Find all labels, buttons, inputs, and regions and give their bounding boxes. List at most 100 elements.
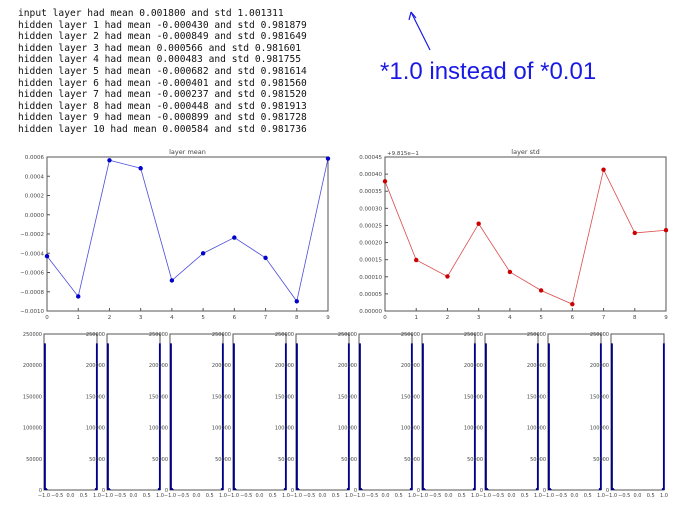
x-tick-label: 0.5 (332, 493, 340, 499)
hist-bar (221, 343, 224, 490)
hist-frame (610, 333, 665, 491)
hist-bar (409, 488, 412, 490)
y-tick-label: 0.0000 (25, 213, 45, 219)
data-point (76, 294, 81, 299)
y-tick-label: 100000 (464, 426, 483, 432)
hist-bar (550, 489, 552, 490)
y-tick-label: 0.00010 (359, 275, 382, 281)
hist-bar (549, 488, 551, 490)
x-tick-label: 4 (170, 315, 174, 321)
histogram-subplot (295, 333, 350, 491)
log-line: hidden layer 6 had mean -0.000401 and st… (18, 77, 307, 89)
histogram-subplot (484, 333, 539, 491)
log-line: hidden layer 3 had mean 0.000566 and std… (18, 42, 302, 54)
histogram-subplot (43, 333, 98, 491)
data-point (325, 156, 331, 161)
x-tick-label: 0.0 (193, 493, 201, 499)
y-tick-label: 50000 (215, 457, 231, 463)
x-tick-label: −1.0 (353, 493, 365, 499)
x-tick-label: 9 (326, 315, 330, 321)
y-tick-label: 0 (354, 488, 357, 494)
x-tick-label: 6 (233, 315, 237, 321)
hist-bar (298, 489, 300, 490)
hist-bar (548, 343, 550, 490)
x-tick-label: 0.5 (584, 493, 592, 499)
x-tick-label: −0.5 (177, 493, 189, 499)
y-tick-label: 250000 (401, 332, 420, 338)
x-tick-label: 1.0 (660, 493, 668, 499)
x-tick-label: −0.5 (429, 493, 441, 499)
x-tick-label: −1.0 (227, 493, 239, 499)
x-tick-label: 1.0 (93, 493, 101, 499)
x-tick-label: 2 (108, 315, 112, 321)
y-tick-label: −0.0006 (20, 271, 44, 277)
hist-bar (95, 343, 98, 490)
data-point (414, 257, 419, 263)
x-tick-label: 1 (76, 315, 80, 321)
y-tick-label: 0.00045 (359, 155, 382, 161)
hist-bar (613, 489, 615, 490)
y-tick-label: 100000 (212, 426, 231, 432)
y-tick-label: 0.0002 (25, 194, 44, 200)
annotation-text: *1.0 instead of *0.01 (380, 58, 597, 85)
y-tick-label: −0.0010 (20, 309, 44, 315)
hist-bar (234, 488, 236, 490)
y-tick-label: 50000 (467, 457, 483, 463)
x-tick-label: 0.0 (130, 493, 138, 499)
y-tick-label: 0 (39, 488, 42, 494)
hist-bar (485, 343, 487, 490)
y-tick-label: 250000 (527, 332, 546, 338)
histogram-subplot (169, 333, 224, 491)
x-tick-label: 0.5 (269, 493, 277, 499)
log-line: hidden layer 2 had mean -0.000849 and st… (18, 31, 307, 43)
y-tick-label: 150000 (590, 394, 609, 400)
data-point (263, 255, 268, 261)
x-tick-label: 0.0 (445, 493, 453, 499)
data-point (632, 230, 637, 236)
y-tick-label: 0 (543, 488, 546, 494)
y-tick-label: 50000 (404, 457, 420, 463)
y-tick-label: 0.00030 (359, 206, 382, 212)
x-tick-label: −0.5 (492, 493, 504, 499)
x-tick-label: 0.5 (647, 493, 655, 499)
log-line: hidden layer 4 had mean 0.000483 and std… (18, 54, 302, 66)
x-tick-label: −1.0 (479, 493, 491, 499)
hist-bar (612, 488, 614, 490)
x-tick-label: −0.5 (240, 493, 252, 499)
x-tick-label: 5 (539, 315, 543, 321)
x-tick-label: 2 (446, 315, 450, 321)
hist-bar (109, 489, 111, 490)
x-tick-label: 1.0 (534, 493, 542, 499)
hist-bar (172, 489, 174, 490)
hist-bar (422, 343, 424, 490)
x-tick-label: 6 (571, 315, 575, 321)
hist-bar (220, 488, 223, 490)
y-tick-label: 100000 (590, 426, 609, 432)
x-tick-label: 0.0 (571, 493, 579, 499)
y-tick-label: 0.00040 (359, 172, 382, 178)
y-tick-label: 50000 (530, 457, 546, 463)
x-tick-label: 0.5 (80, 493, 88, 499)
x-tick-label: −0.5 (555, 493, 567, 499)
data-point (200, 251, 206, 256)
data-point (570, 301, 575, 307)
x-tick-label: 1 (414, 315, 418, 321)
y-tick-label: 0.0004 (25, 174, 45, 180)
x-tick-label: 1.0 (597, 493, 605, 499)
y-tick-label: 0 (417, 488, 420, 494)
y-tick-label: 0.0006 (25, 155, 45, 161)
hist-bar (410, 343, 413, 490)
x-tick-label: 0.5 (521, 493, 529, 499)
y-tick-label: 250000 (338, 332, 357, 338)
x-tick-label: 3 (139, 315, 143, 321)
y-tick-label: 50000 (152, 457, 168, 463)
x-tick-label: −1.0 (605, 493, 617, 499)
hist-bar (361, 489, 363, 490)
x-tick-label: −0.5 (618, 493, 630, 499)
histogram-subplot (547, 333, 602, 491)
hist-bar (473, 343, 476, 490)
y-tick-label: 0 (228, 488, 231, 494)
hist-bar (45, 488, 47, 490)
